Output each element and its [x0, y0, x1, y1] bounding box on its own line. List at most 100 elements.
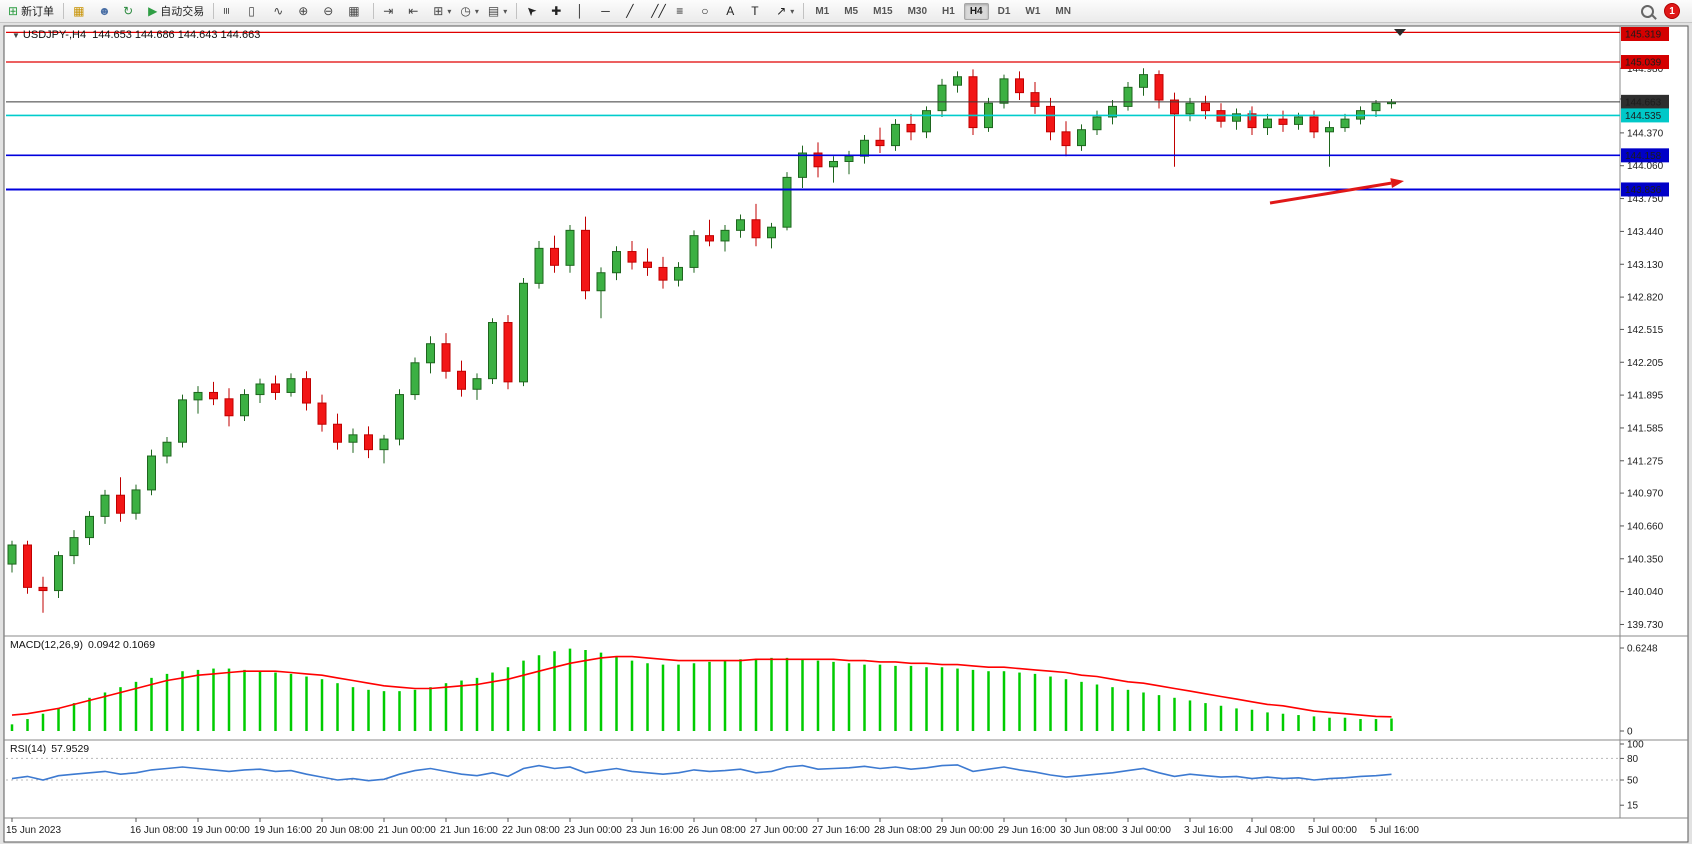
dropdown-caret-icon: ▾: [790, 6, 795, 16]
crosshair-icon: ✚: [551, 4, 562, 18]
text-icon[interactable]: A: [722, 1, 746, 21]
svg-text:144.060: 144.060: [1627, 161, 1664, 172]
timeframe-h4[interactable]: H4: [963, 2, 989, 20]
auto-scroll-icon[interactable]: ⇥: [379, 1, 403, 21]
price-tags: 145.319 145.039 144.663 144.535 144.158 143.8…: [1621, 27, 1669, 197]
horizontal-line-icon[interactable]: ─: [597, 1, 621, 21]
arrows-button[interactable]: ↗ ▾: [772, 1, 798, 21]
svg-text:29 Jun 00:00: 29 Jun 00:00: [936, 825, 994, 836]
text-icon: A: [726, 4, 735, 18]
svg-text:16 Jun 08:00: 16 Jun 08:00: [130, 825, 188, 836]
svg-text:21 Jun 16:00: 21 Jun 16:00: [440, 825, 498, 836]
time-axis[interactable]: 15 Jun 2023 16 Jun 08:00 19 Jun 00:00 19 Ju…: [6, 818, 1419, 836]
svg-text:140.970: 140.970: [1627, 489, 1664, 500]
toolbar-separator: [213, 3, 215, 19]
macd-values: 0.0942 0.1069: [87, 639, 156, 651]
svg-text:27 Jun 00:00: 27 Jun 00:00: [750, 825, 808, 836]
horizontal-line-icon: ─: [601, 4, 610, 18]
search-icon[interactable]: [1641, 4, 1654, 18]
svg-text:143.440: 143.440: [1627, 227, 1664, 238]
macd-indicator-label: MACD(12,26,9) 0.0942 0.1069: [10, 639, 155, 651]
notification-badge[interactable]: 1: [1664, 3, 1680, 19]
fibonacci-icon: ≡: [676, 4, 684, 18]
svg-text:143.836: 143.836: [1625, 185, 1662, 196]
scroll-position-marker[interactable]: [1394, 29, 1406, 36]
svg-text:5 Jul 16:00: 5 Jul 16:00: [1370, 825, 1419, 836]
new-chart-button[interactable]: ⊞ ▾: [429, 1, 455, 21]
periods-icon: ◷: [460, 4, 471, 18]
market-watch-icon[interactable]: ▦: [69, 1, 93, 21]
fibonacci-icon[interactable]: ≡: [672, 1, 696, 21]
templates-icon: ▤: [487, 4, 500, 18]
price-level-lines[interactable]: [6, 31, 1620, 191]
svg-text:26 Jun 08:00: 26 Jun 08:00: [688, 825, 746, 836]
vertical-line-icon: │: [576, 4, 584, 18]
chart-shift-icon: ⇤: [408, 4, 419, 18]
svg-text:15 Jun 2023: 15 Jun 2023: [6, 825, 61, 836]
auto-trading-button[interactable]: ▶ 自动交易: [144, 1, 208, 21]
candlestick-chart-icon: ▯: [248, 4, 255, 18]
svg-text:141.585: 141.585: [1627, 423, 1664, 434]
rsi-panel: 100 80 50 15: [6, 740, 1644, 812]
dropdown-caret-icon: ▾: [503, 6, 508, 16]
navigator-icon[interactable]: ☻: [94, 1, 118, 21]
svg-text:140.660: 140.660: [1627, 521, 1664, 532]
text-label-icon[interactable]: T: [747, 1, 771, 21]
svg-text:144.663: 144.663: [1625, 97, 1662, 108]
tile-windows-icon[interactable]: ▦: [344, 1, 368, 21]
svg-text:139.730: 139.730: [1627, 620, 1664, 631]
svg-text:142.515: 142.515: [1627, 325, 1664, 336]
timeframe-mn[interactable]: MN: [1055, 5, 1071, 17]
timeframe-m1[interactable]: M1: [815, 5, 830, 17]
periods-button[interactable]: ◷ ▾: [456, 1, 483, 21]
tile-windows-icon: ▦: [348, 4, 360, 18]
timeframe-m30[interactable]: M30: [907, 5, 928, 17]
svg-text:140.350: 140.350: [1627, 554, 1664, 565]
svg-text:0: 0: [1627, 727, 1633, 738]
new-order-button[interactable]: ⊞ 新订单: [4, 1, 58, 21]
refresh-icon: ↻: [123, 4, 134, 18]
trendline-icon[interactable]: ╱: [622, 1, 646, 21]
arrow-annotation[interactable]: [1269, 178, 1404, 205]
timeframe-m15[interactable]: M15: [873, 5, 893, 17]
text-label-icon: T: [751, 4, 759, 18]
bar-chart-icon[interactable]: ≡: [219, 1, 243, 21]
new-chart-icon: ⊞: [433, 4, 444, 18]
chart-window-frame: [3, 25, 1689, 843]
line-chart-icon[interactable]: ∿: [269, 1, 293, 21]
cursor-icon: ➤: [522, 2, 540, 20]
crosshair-icon[interactable]: ✚: [547, 1, 571, 21]
zoom-out-icon[interactable]: ⊖: [319, 1, 343, 21]
candlestick-chart-icon[interactable]: ▯: [244, 1, 268, 21]
timeframe-w1[interactable]: W1: [1025, 5, 1041, 17]
svg-text:23 Jun 16:00: 23 Jun 16:00: [626, 825, 684, 836]
refresh-icon[interactable]: ↻: [119, 1, 143, 21]
templates-button[interactable]: ▤ ▾: [484, 1, 511, 21]
timeframe-group: M1 M5 M15 M30 H1 H4 D1 W1 MN: [808, 2, 1078, 20]
chart-shift-icon[interactable]: ⇤: [404, 1, 428, 21]
zoom-in-icon: ⊕: [298, 4, 309, 18]
macd-signal-line: [11, 655, 1392, 718]
symbol-dropdown-icon[interactable]: ▼: [12, 31, 20, 40]
svg-text:19 Jun 16:00: 19 Jun 16:00: [254, 825, 312, 836]
cursor-icon[interactable]: ➤: [522, 1, 546, 21]
macd-name: MACD(12,26,9): [10, 639, 83, 651]
timeframe-m5[interactable]: M5: [844, 5, 859, 17]
svg-text:23 Jun 00:00: 23 Jun 00:00: [564, 825, 622, 836]
svg-text:22 Jun 08:00: 22 Jun 08:00: [502, 825, 560, 836]
svg-text:15: 15: [1627, 801, 1639, 812]
vertical-line-icon[interactable]: │: [572, 1, 596, 21]
dropdown-caret-icon: ▾: [474, 6, 479, 16]
equidistant-channel-icon[interactable]: ╱╱: [647, 1, 671, 21]
macd-panel: 0.6248 0: [10, 644, 1658, 738]
shapes-icon: ○: [701, 4, 709, 18]
svg-text:143.750: 143.750: [1627, 194, 1664, 205]
zoom-in-icon[interactable]: ⊕: [294, 1, 318, 21]
timeframe-h1[interactable]: H1: [942, 5, 955, 17]
rsi-value: 57.9529: [51, 743, 90, 755]
shapes-icon[interactable]: ○: [697, 1, 721, 21]
svg-text:145.319: 145.319: [1625, 30, 1662, 41]
timeframe-d1[interactable]: D1: [997, 5, 1011, 17]
bar-chart-icon: ≡: [219, 7, 234, 15]
